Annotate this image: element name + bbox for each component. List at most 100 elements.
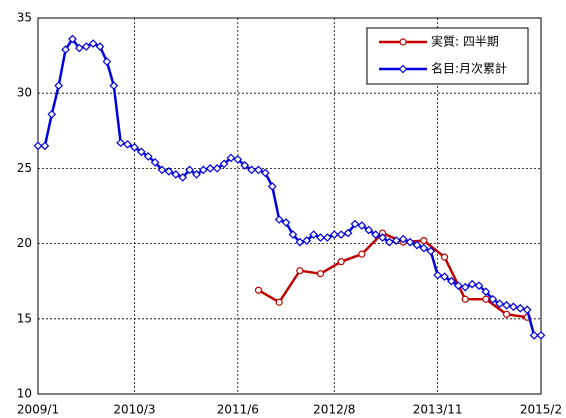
data-point (68, 34, 77, 44)
x-tick-label: 2013/11 (413, 403, 463, 417)
y-tick-label: 35 (17, 11, 32, 25)
data-point (74, 43, 84, 53)
y-tick-label: 25 (17, 161, 32, 175)
data-point (226, 153, 236, 163)
data-point (199, 165, 208, 175)
data-point (178, 173, 188, 182)
data-point (522, 305, 532, 315)
data-point (164, 167, 174, 176)
data-point (302, 236, 312, 245)
data-point (281, 218, 291, 227)
data-point (95, 42, 105, 51)
data-point (254, 165, 263, 175)
data-point (405, 237, 415, 247)
legend-label: 名目:月次累計 (431, 61, 507, 76)
data-point (474, 281, 484, 291)
data-point (288, 230, 298, 239)
data-point (295, 237, 305, 247)
x-tick-label: 2010/3 (113, 403, 155, 417)
data-point (109, 81, 119, 91)
legend-box (366, 27, 529, 85)
data-point (453, 281, 463, 291)
data-point (323, 233, 332, 242)
data-point (205, 164, 215, 173)
data-point (515, 303, 525, 313)
data-point (171, 170, 181, 179)
data-point (412, 240, 422, 250)
data-point (460, 282, 470, 292)
data-point (337, 258, 345, 266)
data-point (47, 109, 57, 119)
data-point (329, 230, 339, 239)
data-point (316, 270, 325, 278)
data-point (502, 300, 511, 310)
data-point (364, 225, 374, 235)
data-point (254, 286, 263, 294)
data-point (385, 237, 394, 247)
data-point (150, 158, 160, 167)
data-point (185, 165, 194, 175)
data-point (261, 168, 270, 178)
data-point (275, 298, 283, 306)
data-point (419, 243, 429, 253)
data-point (123, 139, 132, 149)
data-point (398, 234, 408, 244)
data-point (529, 330, 539, 340)
data-point (343, 228, 353, 238)
data-point (391, 236, 401, 245)
data-point (61, 45, 70, 54)
x-tick-label: 2012/8 (313, 403, 355, 417)
data-point (357, 221, 367, 230)
data-point (247, 165, 256, 175)
legend-marker (398, 64, 408, 74)
data-point (102, 57, 112, 66)
data-point (440, 272, 449, 282)
data-point (536, 330, 546, 340)
data-point (33, 141, 43, 151)
data-point (467, 279, 477, 289)
data-point (296, 267, 304, 275)
y-tick-label: 10 (17, 387, 32, 401)
y-tick-label: 20 (17, 236, 32, 250)
data-point (447, 276, 456, 286)
data-point (336, 230, 346, 239)
data-point (309, 230, 318, 239)
data-point (274, 215, 284, 224)
data-point (233, 155, 243, 164)
y-tick-label: 30 (17, 86, 32, 100)
x-tick-label: 2011/6 (217, 403, 259, 417)
data-point (143, 152, 153, 161)
data-point (371, 230, 380, 239)
data-point (378, 233, 387, 242)
data-point (88, 39, 98, 48)
x-tick-label: 2009/1 (17, 403, 59, 417)
data-point (482, 295, 490, 303)
data-point (433, 270, 442, 280)
data-point (495, 299, 505, 309)
legend-marker (399, 38, 407, 46)
data-point (219, 159, 229, 169)
data-point (54, 81, 64, 91)
data-point (192, 170, 201, 179)
data-point (137, 147, 146, 157)
y-tick-label: 15 (17, 311, 32, 325)
data-point (481, 287, 491, 297)
data-point (461, 295, 469, 303)
data-point (420, 236, 428, 245)
data-point (240, 161, 250, 170)
data-point (40, 141, 50, 151)
data-point (502, 310, 511, 318)
data-point (130, 142, 139, 152)
data-point (426, 246, 436, 256)
data-point (350, 219, 360, 229)
data-point (212, 164, 222, 173)
data-point (488, 294, 498, 304)
data-point (440, 253, 449, 261)
data-point (509, 302, 518, 312)
legend-label: 実質: 四半期 (431, 34, 499, 49)
series-line (257, 231, 528, 319)
data-point (116, 138, 126, 148)
x-tick-label: 2015/2 (520, 403, 562, 417)
data-point (358, 250, 366, 258)
